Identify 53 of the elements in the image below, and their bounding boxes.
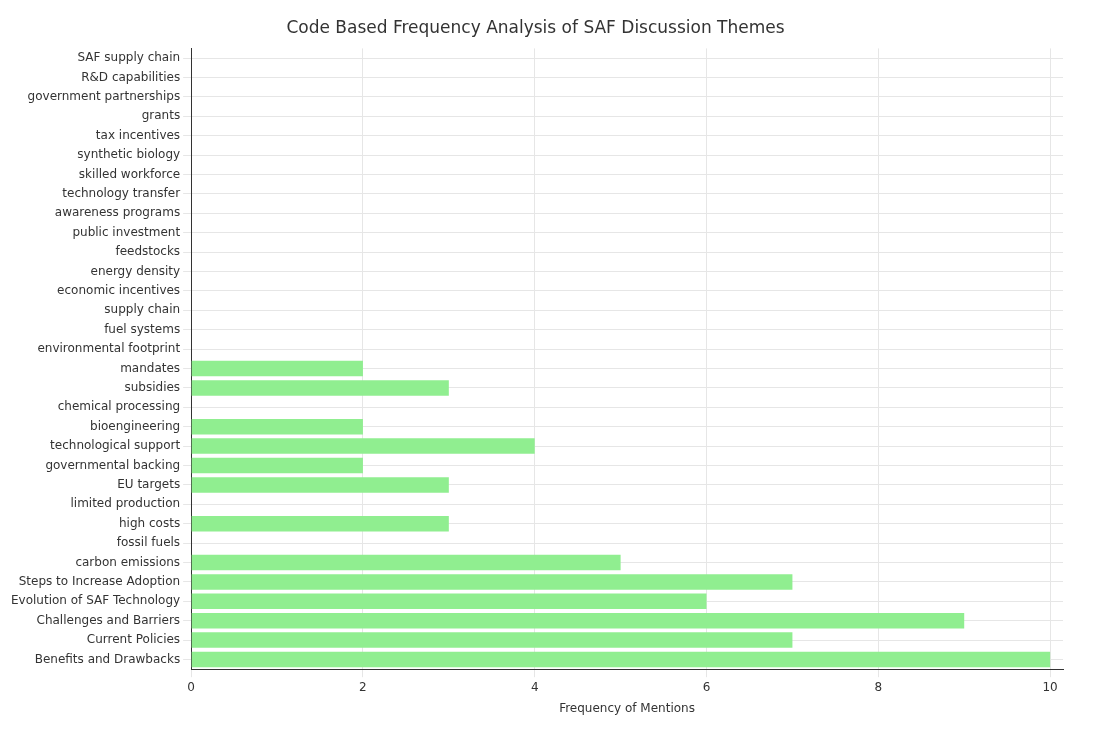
y-tick-label: economic incentives: [57, 283, 181, 298]
bar: [191, 554, 621, 571]
y-tick-label: feedstocks: [115, 244, 181, 259]
bar: [191, 612, 965, 629]
y-tick-label: public investment: [72, 224, 181, 239]
bar: [191, 438, 535, 454]
y-tick-label: bioengineering: [90, 418, 181, 433]
bar: [191, 574, 793, 590]
y-tick-label: fossil fuels: [116, 535, 181, 550]
bar: [191, 651, 1051, 668]
bar: [191, 593, 707, 610]
y-tick-label: carbon emissions: [75, 554, 181, 569]
bar: [191, 457, 363, 474]
chart-title: Code Based Frequency Analysis of SAF Discussion Themes: [286, 16, 785, 37]
bar: [191, 380, 449, 396]
y-tick-label: Current Policies: [86, 632, 181, 647]
bar: [191, 477, 449, 493]
y-tick-label: technology transfer: [62, 186, 181, 201]
y-tick-label: technological support: [50, 438, 181, 453]
y-tick-label: limited production: [70, 496, 181, 511]
x-tick-label: 10: [1042, 679, 1058, 694]
x-tick-label: 4: [530, 679, 539, 694]
bar: [191, 632, 793, 648]
y-tick-label: Benefits and Drawbacks: [34, 651, 181, 666]
y-tick-label: mandates: [120, 360, 181, 375]
y-tick-label: SAF supply chain: [77, 50, 181, 65]
y-tick-label: Steps to Increase Adoption: [18, 574, 181, 589]
y-tick-label: supply chain: [104, 302, 181, 317]
bar: [191, 360, 363, 377]
bar: [191, 418, 363, 435]
y-tick-label: energy density: [90, 263, 181, 278]
y-tick-label: chemical processing: [57, 399, 181, 414]
y-tick-label: fuel systems: [104, 321, 181, 336]
y-tick-label: subsidies: [124, 380, 181, 395]
y-tick-label: environmental footprint: [37, 341, 181, 356]
y-tick-label: Challenges and Barriers: [36, 612, 181, 627]
y-tick-label: R&D capabilities: [81, 69, 181, 84]
x-axis-title: Frequency of Mentions: [559, 700, 695, 715]
x-tick-label: 2: [359, 679, 367, 694]
x-tick-label: 0: [187, 679, 195, 694]
y-tick-label: tax incentives: [95, 127, 181, 142]
x-tick-label: 8: [874, 679, 883, 694]
y-tick-label: high costs: [119, 515, 181, 530]
y-tick-label: awareness programs: [54, 205, 181, 220]
y-tick-label: grants: [141, 108, 181, 123]
y-tick-label: Evolution of SAF Technology: [10, 593, 181, 608]
x-tick-label: 6: [702, 679, 711, 694]
y-tick-label: EU targets: [117, 477, 181, 492]
y-tick-label: synthetic biology: [77, 147, 181, 162]
y-tick-label: government partnerships: [27, 89, 181, 104]
y-tick-label: governmental backing: [45, 457, 181, 472]
bar: [191, 515, 449, 532]
y-tick-label: skilled workforce: [78, 166, 181, 181]
